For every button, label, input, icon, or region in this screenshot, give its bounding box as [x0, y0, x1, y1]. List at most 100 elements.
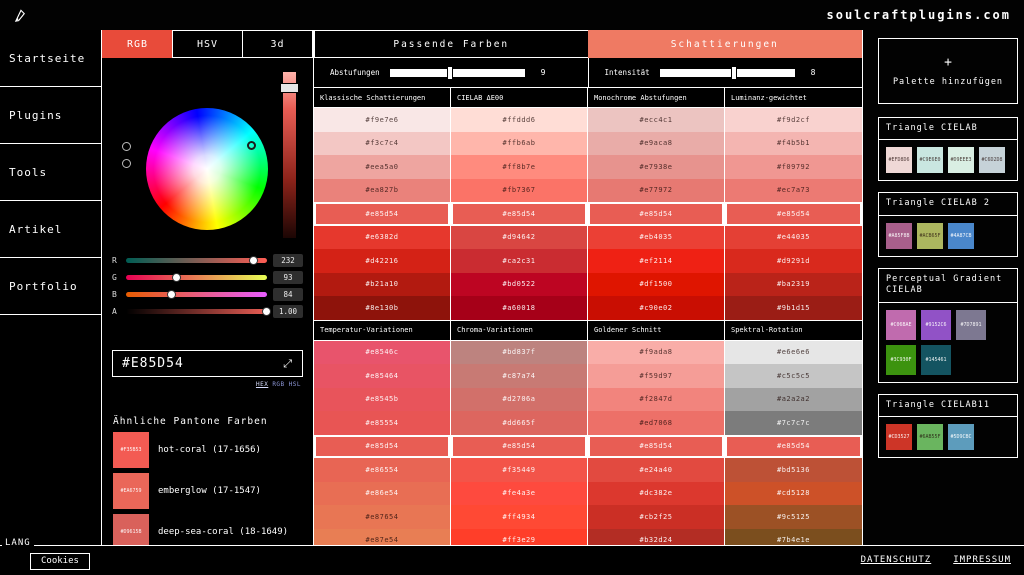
slider-handle[interactable] — [447, 65, 454, 80]
shade-swatch[interactable]: #ff3e29 — [451, 528, 587, 545]
shade-swatch[interactable]: #e85464 — [314, 364, 450, 388]
shade-swatch[interactable]: #e85d54 — [451, 202, 587, 226]
shade-swatch[interactable]: #f3c7c4 — [314, 131, 450, 155]
shade-swatch[interactable]: #ca2c31 — [451, 249, 587, 273]
shade-swatch[interactable]: #d42216 — [314, 249, 450, 273]
channel-slider-a[interactable] — [126, 306, 271, 316]
shade-swatch[interactable]: #ef2114 — [588, 249, 724, 273]
channel-slider-b[interactable] — [126, 289, 267, 299]
logo-icon[interactable] — [13, 8, 28, 23]
shade-swatch[interactable]: #e77972 — [588, 178, 724, 202]
add-palette-button[interactable]: + Palette hinzufügen — [878, 38, 1018, 104]
shade-swatch[interactable]: #bd5136 — [725, 458, 862, 482]
format-rgb[interactable]: RGB — [272, 381, 285, 388]
palette-swatch[interactable]: #CD3527 — [886, 424, 912, 451]
shade-swatch[interactable]: #e86e54 — [314, 481, 450, 505]
shade-swatch[interactable]: #ecc4c1 — [588, 108, 724, 132]
footer-link-datenschutz[interactable]: DATENSCHUTZ — [860, 555, 932, 565]
channel-slider-g[interactable] — [126, 272, 267, 282]
shade-swatch[interactable]: #e6382d — [314, 225, 450, 249]
expand-icon[interactable]: ⤢ — [283, 356, 293, 370]
shade-swatch[interactable]: #a2a2a2 — [725, 387, 862, 411]
wheel-mode-radio-2[interactable] — [122, 159, 131, 168]
shade-swatch[interactable]: #e85d54 — [314, 434, 450, 458]
palette-swatch[interactable]: #5D9CBC — [948, 424, 974, 451]
shade-swatch[interactable]: #d2706a — [451, 387, 587, 411]
shade-swatch[interactable]: #e85d54 — [725, 202, 862, 226]
pantone-item[interactable]: #EA6759 emberglow (17-1547) — [113, 473, 309, 509]
shade-swatch[interactable]: #eea5a0 — [314, 155, 450, 179]
shade-swatch[interactable]: #dd665f — [451, 411, 587, 435]
shade-swatch[interactable]: #e24a40 — [588, 458, 724, 482]
lightness-slider-handle[interactable] — [280, 83, 299, 93]
tab-schattierungen[interactable]: Schattierungen — [587, 30, 862, 58]
shade-swatch[interactable]: #cb2f25 — [588, 505, 724, 529]
shade-swatch[interactable]: #e87654 — [314, 505, 450, 529]
tab-hsv[interactable]: HSV — [172, 30, 243, 58]
shade-swatch[interactable]: #e85d54 — [314, 202, 450, 226]
shade-swatch[interactable]: #ed7068 — [588, 411, 724, 435]
slider-handle[interactable] — [262, 306, 271, 316]
shade-swatch[interactable]: #e85d54 — [588, 202, 724, 226]
palette-swatch[interactable]: #C6D2D8 — [979, 147, 1005, 174]
shade-swatch[interactable]: #a60018 — [451, 296, 587, 320]
palette-swatch[interactable]: #ACB65F — [917, 222, 943, 249]
shade-swatch[interactable]: #e8545b — [314, 387, 450, 411]
shade-swatch[interactable]: #f9d2cf — [725, 108, 862, 132]
tab-passende-farben[interactable]: Passende Farben — [314, 30, 589, 58]
shade-swatch[interactable]: #e85d54 — [725, 434, 862, 458]
shade-swatch[interactable]: #8e130b — [314, 296, 450, 320]
shade-swatch[interactable]: #e6e6e6 — [725, 340, 862, 364]
shade-swatch[interactable]: #e86554 — [314, 458, 450, 482]
shade-swatch[interactable]: #ff4934 — [451, 505, 587, 529]
shade-swatch[interactable]: #e7938e — [588, 155, 724, 179]
shade-swatch[interactable]: #f4b5b1 — [725, 131, 862, 155]
shade-swatch[interactable]: #ec7a73 — [725, 178, 862, 202]
shade-swatch[interactable]: #b21a10 — [314, 272, 450, 296]
shade-swatch[interactable]: #c90e02 — [588, 296, 724, 320]
sidebar-item-tools[interactable]: Tools — [0, 144, 101, 201]
shade-swatch[interactable]: #9b1d15 — [725, 296, 862, 320]
footer-link-impressum[interactable]: IMPRESSUM — [953, 555, 1011, 565]
shade-swatch[interactable]: #e44035 — [725, 225, 862, 249]
sidebar-item-artikel[interactable]: Artikel — [0, 201, 101, 258]
shade-swatch[interactable]: #dc382e — [588, 481, 724, 505]
shade-swatch[interactable]: #f09792 — [725, 155, 862, 179]
site-title[interactable]: soulcraftplugins.com — [826, 8, 1011, 22]
palette-swatch[interactable]: #4A87CB — [948, 222, 974, 249]
shade-swatch[interactable]: #ffb6ab — [451, 131, 587, 155]
slider-handle[interactable] — [172, 272, 182, 282]
shade-swatch[interactable]: #7b4e1e — [725, 528, 862, 545]
sidebar-item-portfolio[interactable]: Portfolio — [0, 258, 101, 315]
shade-swatch[interactable]: #f9e7e6 — [314, 108, 450, 132]
palette-swatch[interactable]: #145461 — [921, 344, 951, 375]
shade-swatch[interactable]: #f59d97 — [588, 364, 724, 388]
shade-swatch[interactable]: #f9ada8 — [588, 340, 724, 364]
palette-swatch[interactable]: #C06BAE — [886, 309, 916, 340]
shade-swatch[interactable]: #9c5125 — [725, 505, 862, 529]
wheel-mode-radio-1[interactable] — [122, 142, 131, 151]
slider-handle[interactable] — [167, 289, 177, 299]
shade-swatch[interactable]: #d94642 — [451, 225, 587, 249]
shade-swatch[interactable]: #bd0522 — [451, 272, 587, 296]
shade-swatch[interactable]: #c5c5c5 — [725, 364, 862, 388]
tab-rgb[interactable]: RGB — [102, 30, 173, 58]
wheel-cursor[interactable] — [247, 141, 256, 150]
shade-swatch[interactable]: #e85d54 — [451, 434, 587, 458]
shade-swatch[interactable]: #fe4a3e — [451, 481, 587, 505]
shade-swatch[interactable]: #d9291d — [725, 249, 862, 273]
shade-swatch[interactable]: #fb7367 — [451, 178, 587, 202]
pantone-item[interactable]: #D9615B deep-sea-coral (18-1649) — [113, 514, 309, 545]
shade-swatch[interactable]: #cd5128 — [725, 481, 862, 505]
palette-swatch[interactable]: #D9EEE3 — [948, 147, 974, 174]
palette-swatch[interactable]: #EFD8D6 — [886, 147, 912, 174]
palette-swatch[interactable]: #A85F8B — [886, 222, 912, 249]
shade-swatch[interactable]: #b32d24 — [588, 528, 724, 545]
shade-swatch[interactable]: #eb4035 — [588, 225, 724, 249]
tab-3d[interactable]: 3d — [242, 30, 313, 58]
lightness-slider[interactable] — [280, 72, 299, 238]
shade-swatch[interactable]: #c87a74 — [451, 364, 587, 388]
shade-swatch[interactable]: #e8546c — [314, 340, 450, 364]
shade-swatch[interactable]: #ff8b7e — [451, 155, 587, 179]
palette-swatch[interactable]: #7D7891 — [956, 309, 986, 340]
